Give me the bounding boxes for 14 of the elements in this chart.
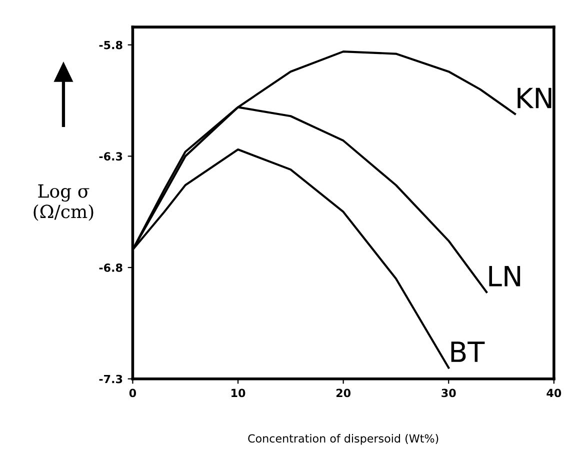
x-tick-label: 40: [546, 388, 562, 398]
y-tick-label: -5.8: [99, 40, 122, 50]
x-tick-label: 30: [442, 388, 456, 398]
y-tick-label: -7.3: [99, 374, 122, 384]
y-tick-label: -6.3: [99, 152, 122, 161]
x-tick-label: 0: [129, 388, 136, 398]
y-axis-title: Log σ (Ω/cm): [34, 184, 94, 221]
series-label: BT: [451, 342, 485, 362]
x-tick-label: 10: [232, 388, 246, 398]
x-axis-title: Concentration of dispersoid (Wt%): [248, 434, 438, 445]
y-tick-label: -6.8: [99, 263, 122, 272]
x-tick-label: 20: [336, 388, 351, 398]
series-label: KN: [518, 88, 552, 108]
series-label: LN: [489, 266, 520, 286]
